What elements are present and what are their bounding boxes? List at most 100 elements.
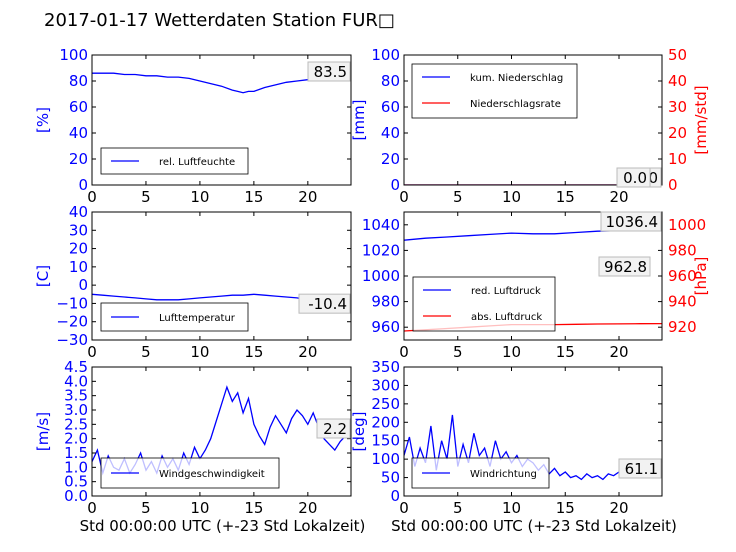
- y-axis-label: [%]: [34, 107, 52, 133]
- chart-pressure: 0 5 10 15 20 960 980 1000 1020 1040 920 940 960 980 10…: [362, 211, 710, 361]
- legend: Windgeschwindigkeit: [100, 457, 280, 489]
- y-tick-label-right: 10: [668, 150, 687, 168]
- legend-frame: [411, 63, 578, 119]
- x-tick-label: 0: [87, 499, 97, 517]
- x-tick-label: 5: [141, 499, 151, 517]
- x-tick-label: 5: [453, 499, 463, 517]
- chart-temperature: 0 5 10 15 20−30−20−10010203040[C]-10.4Luftte…: [34, 203, 352, 361]
- legend-label: abs. Luftdruck: [471, 312, 542, 323]
- x-tick-label: 5: [141, 188, 151, 206]
- y-tick-label: 0: [390, 487, 400, 505]
- y-tick-label: 2.5: [64, 415, 88, 433]
- value-annotation: 962.8: [604, 258, 647, 276]
- y-tick-label: 0: [78, 276, 88, 294]
- y-tick-label-right: 920: [668, 318, 697, 336]
- x-axis-label: Std 00:00:00 UTC (+-23 Std Lokalzeit): [391, 517, 677, 535]
- x-tick-label: 0: [87, 188, 97, 206]
- x-tick-label: 0: [399, 188, 409, 206]
- y-tick-label: 350: [371, 358, 400, 376]
- x-tick-label: 10: [190, 188, 209, 206]
- y-tick-label: 980: [371, 293, 400, 311]
- x-axis-label: Std 00:00:00 UTC (+-23 Std Lokalzeit): [80, 517, 366, 535]
- series-line-humidity-0: [92, 72, 351, 94]
- legend-label: red. Luftdruck: [471, 286, 541, 297]
- x-tick-label: 15: [556, 499, 575, 517]
- y-tick-label: 60: [69, 98, 88, 116]
- y-axis-label-right: [hPa]: [692, 257, 710, 296]
- y-tick-label: 40: [381, 124, 400, 142]
- chart-precipitation: 0 5 10 15 20 0 20 40 60 80 100 0 10 20 30 40 50 [mm] [mm/s…: [350, 46, 710, 206]
- y-tick-label: 20: [381, 150, 400, 168]
- x-tick-label: 15: [556, 188, 575, 206]
- y-tick-label: 50: [381, 469, 400, 487]
- x-tick-label: 20: [298, 343, 317, 361]
- x-tick-label: 0: [87, 343, 97, 361]
- legend-label: kum. Niederschlag: [470, 73, 563, 84]
- x-tick-label: 5: [453, 343, 463, 361]
- legend: rel. Luftfeuchte: [100, 147, 249, 175]
- y-tick-label-right: 960: [668, 267, 697, 285]
- value-annotation: 1036.4: [606, 213, 659, 231]
- x-tick-label: 20: [609, 188, 628, 206]
- y-tick-label-right: 0: [668, 176, 678, 194]
- y-axis-label: [deg]: [350, 412, 368, 452]
- chart-wind_speed: 0 5 10 15 20 0.00.51.01.52.02.53.03.54.04.5 [m…: [34, 358, 365, 535]
- y-axis-label: [mm]: [350, 100, 368, 141]
- x-tick-label: 10: [190, 343, 209, 361]
- y-axis-label: [m/s]: [34, 412, 52, 451]
- plot-frame: [91, 211, 352, 341]
- legend-label: rel. Luftfeuchte: [159, 157, 235, 168]
- x-tick-label: 20: [609, 499, 628, 517]
- y-tick-label-right: 40: [668, 72, 687, 90]
- y-tick-label: 0.5: [64, 473, 88, 491]
- x-tick-label: 0: [399, 499, 409, 517]
- legend: Lufttemperatur: [100, 302, 249, 332]
- y-tick-label: 100: [371, 450, 400, 468]
- y-tick-label: 30: [69, 221, 88, 239]
- legend: kum. Niederschlag Niederschlagsrate: [411, 63, 578, 119]
- y-tick-label-right: 30: [668, 98, 687, 116]
- x-tick-label: 15: [244, 188, 263, 206]
- y-tick-label: 4.0: [64, 372, 88, 390]
- y-tick-label: 80: [381, 72, 400, 90]
- value-box: [600, 211, 662, 232]
- y-tick-label-right: 1000: [668, 216, 706, 234]
- legend-label: Lufttemperatur: [159, 313, 236, 324]
- y-tick-label-right: 980: [668, 241, 697, 259]
- x-tick-label: 10: [502, 188, 521, 206]
- legend-label: Niederschlagsrate: [470, 99, 561, 110]
- y-tick-label-right: 20: [668, 124, 687, 142]
- plot-frame: [91, 366, 352, 497]
- y-tick-label-right: 940: [668, 293, 697, 311]
- value-annotation: -10.4: [308, 295, 347, 313]
- y-tick-label: 1020: [362, 241, 400, 259]
- value-annotation: 61.1: [625, 460, 658, 478]
- plot-frame: [403, 366, 663, 497]
- y-tick-label: 0.0: [64, 487, 88, 505]
- x-tick-label: 15: [244, 499, 263, 517]
- value-box: [316, 418, 351, 439]
- y-tick-label: 3.5: [64, 387, 88, 405]
- plot-frame: [91, 54, 352, 186]
- y-tick-label: 960: [371, 318, 400, 336]
- y-tick-label: 0: [390, 176, 400, 194]
- page-title: 2017-01-17 Wetterdaten Station FUR□: [44, 10, 395, 31]
- y-tick-label: 100: [59, 46, 88, 64]
- value-annotation: 0.0: [623, 169, 647, 187]
- y-tick-label: −20: [56, 313, 88, 331]
- legend-frame: [412, 276, 556, 332]
- y-tick-label: 60: [381, 98, 400, 116]
- x-tick-label: 10: [190, 499, 209, 517]
- legend-label: Windgeschwindigkeit: [159, 469, 265, 480]
- plot-frame: [403, 54, 663, 186]
- y-tick-label: 20: [69, 150, 88, 168]
- x-tick-label: 10: [502, 343, 521, 361]
- x-tick-label: 10: [502, 499, 521, 517]
- y-tick-label: 1000: [362, 267, 400, 285]
- chart-humidity: 0 5 10 15 20 0 20 40 60 80 100 [%] 83.5 rel. Luftfeuc…: [34, 46, 352, 206]
- y-tick-label: 2.0: [64, 430, 88, 448]
- y-axis-label: [C]: [34, 265, 52, 287]
- y-tick-label: 20: [69, 240, 88, 258]
